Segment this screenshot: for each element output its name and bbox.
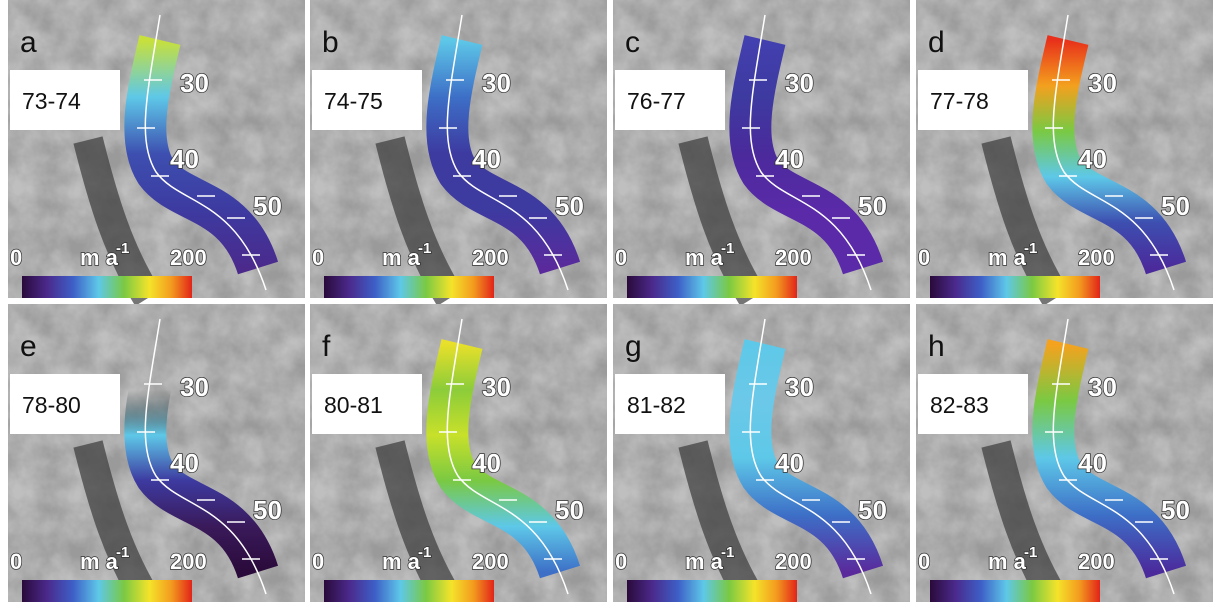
scale-max: 200	[775, 245, 812, 270]
colorbar	[627, 580, 797, 602]
period-label: 78-80	[22, 392, 81, 418]
scale-unit: m a	[685, 245, 724, 270]
distance-label: 40	[1078, 144, 1107, 174]
distance-label: 40	[775, 144, 804, 174]
distance-label: 40	[1078, 448, 1107, 478]
panel-letter: b	[322, 26, 339, 59]
distance-label: 30	[1088, 68, 1117, 98]
period-box	[918, 374, 1028, 434]
scale-max: 200	[170, 245, 207, 270]
panel-letter: d	[928, 26, 945, 59]
scale-unit: m a	[382, 549, 421, 574]
distance-label: 50	[253, 191, 282, 221]
period-label: 73-74	[22, 88, 81, 114]
distance-label: 40	[170, 448, 199, 478]
scale-unit: m a	[685, 549, 724, 574]
scale-min: 0	[918, 245, 930, 270]
scale-max: 200	[472, 245, 509, 270]
scale-max: 200	[775, 549, 812, 574]
colorbar	[930, 276, 1100, 298]
distance-label: 30	[785, 372, 814, 402]
panel: d 77-78 30 40 50 0 m a-1 200	[916, 0, 1213, 306]
panel: g 81-82 30 40 50 0 m a-1 200	[613, 304, 910, 602]
scale-min: 0	[312, 549, 324, 574]
scale-unit: m a	[988, 245, 1027, 270]
scale-min: 0	[615, 245, 627, 270]
scale-max: 200	[472, 549, 509, 574]
period-box	[615, 374, 725, 434]
panel-letter: h	[928, 330, 945, 363]
scale-max: 200	[1078, 549, 1115, 574]
distance-label: 40	[170, 144, 199, 174]
period-label: 76-77	[627, 88, 686, 114]
colorbar	[324, 276, 494, 298]
scale-unit-exponent: -1	[418, 544, 431, 561]
scale-max: 200	[170, 549, 207, 574]
scale-min: 0	[10, 549, 22, 574]
panel: a 73-74 30 40 50 0 m a-1 200	[8, 0, 305, 306]
period-label: 74-75	[324, 88, 383, 114]
period-box	[10, 374, 120, 434]
period-label: 77-78	[930, 88, 989, 114]
distance-label: 50	[1161, 495, 1190, 525]
panel-letter: c	[625, 26, 640, 59]
panel-letter: g	[625, 330, 642, 363]
scale-unit: m a	[80, 245, 119, 270]
distance-label: 50	[1161, 191, 1190, 221]
scale-min: 0	[615, 549, 627, 574]
scale-min: 0	[10, 245, 22, 270]
distance-label: 50	[858, 495, 887, 525]
period-label: 82-83	[930, 392, 989, 418]
scale-unit-exponent: -1	[721, 544, 734, 561]
panel: h 82-83 30 40 50 0 m a-1 200	[916, 304, 1213, 602]
distance-label: 30	[180, 372, 209, 402]
scale-unit-exponent: -1	[116, 544, 129, 561]
distance-label: 40	[775, 448, 804, 478]
period-box	[312, 70, 422, 130]
scale-unit-exponent: -1	[721, 240, 734, 257]
period-box	[10, 70, 120, 130]
panel: c 76-77 30 40 50 0 m a-1 200	[613, 0, 910, 306]
scale-unit-exponent: -1	[116, 240, 129, 257]
distance-label: 50	[858, 191, 887, 221]
panel: b 74-75 30 40 50 0 m a-1 200	[310, 0, 607, 306]
distance-label: 40	[472, 144, 501, 174]
panel-letter: a	[20, 26, 37, 59]
distance-label: 30	[785, 68, 814, 98]
scale-min: 0	[312, 245, 324, 270]
distance-label: 50	[555, 191, 584, 221]
period-label: 80-81	[324, 392, 383, 418]
colorbar	[324, 580, 494, 602]
colorbar	[627, 276, 797, 298]
scale-unit: m a	[988, 549, 1027, 574]
panel-letter: f	[322, 330, 331, 363]
period-box	[918, 70, 1028, 130]
distance-label: 30	[482, 372, 511, 402]
period-box	[312, 374, 422, 434]
distance-label: 40	[472, 448, 501, 478]
colorbar	[22, 276, 192, 298]
distance-label: 50	[253, 495, 282, 525]
period-box	[615, 70, 725, 130]
distance-label: 50	[555, 495, 584, 525]
scale-max: 200	[1078, 245, 1115, 270]
distance-label: 30	[180, 68, 209, 98]
panel: f 80-81 30 40 50 0 m a-1 200	[310, 304, 607, 602]
scale-unit: m a	[382, 245, 421, 270]
scale-unit-exponent: -1	[1024, 544, 1037, 561]
colorbar	[22, 580, 192, 602]
distance-label: 30	[1088, 372, 1117, 402]
panel: e 78-80 30 40 50 0 m a-1 200	[8, 304, 305, 602]
distance-label: 30	[482, 68, 511, 98]
scale-unit: m a	[80, 549, 119, 574]
colorbar	[930, 580, 1100, 602]
scale-min: 0	[918, 549, 930, 574]
period-label: 81-82	[627, 392, 686, 418]
panel-letter: e	[20, 330, 37, 363]
scale-unit-exponent: -1	[1024, 240, 1037, 257]
scale-unit-exponent: -1	[418, 240, 431, 257]
